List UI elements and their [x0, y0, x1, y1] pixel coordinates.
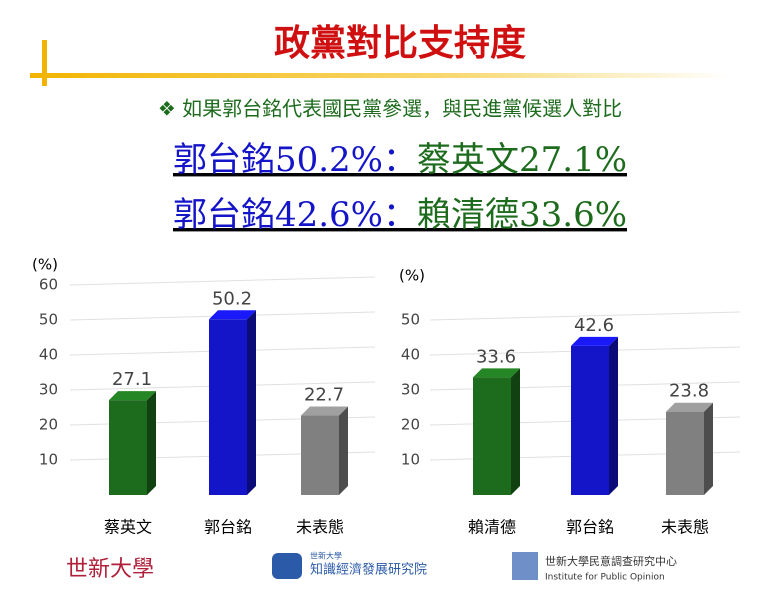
- y-tick-label: 30: [401, 381, 420, 399]
- value-label: 42.6: [574, 315, 614, 336]
- x-tick-label: 蔡英文: [104, 518, 152, 537]
- bar-side: [247, 310, 256, 495]
- bar-top: [666, 402, 713, 412]
- y-tick-label: 10: [401, 451, 420, 469]
- x-tick-label: 郭台銘: [204, 518, 252, 537]
- bar-side: [609, 336, 618, 495]
- bar-top: [209, 310, 256, 320]
- logo-right: 世新大學民意調查研究中心: [545, 554, 677, 568]
- bar-side: [704, 402, 713, 495]
- title: 政黨對比支持度: [274, 22, 526, 64]
- y-tick-label: 40: [401, 346, 420, 364]
- bar: [473, 377, 511, 495]
- bar: [209, 319, 247, 495]
- headline-right: 賴清德33.6%: [417, 195, 627, 235]
- y-axis-label: (%): [32, 256, 58, 274]
- x-tick-label: 未表態: [661, 518, 709, 537]
- logo-middle-small: 世新大學: [310, 551, 342, 561]
- bar-top: [571, 336, 618, 346]
- bar: [109, 400, 147, 495]
- logo-right-en: Institute for Public Opinion: [545, 573, 665, 583]
- headline-left: 郭台銘42.6%：: [173, 195, 417, 235]
- y-tick-label: 40: [39, 346, 58, 364]
- bar: [666, 411, 704, 495]
- y-tick-label: 20: [401, 416, 420, 434]
- headline-left: 郭台銘50.2%：: [173, 140, 417, 180]
- bar-side: [511, 368, 520, 495]
- logo-icon: [512, 552, 538, 580]
- bar-top: [301, 406, 348, 416]
- bar: [301, 415, 339, 495]
- value-label: 27.1: [112, 369, 152, 390]
- grid-line: [429, 311, 741, 321]
- grid-line: [69, 276, 376, 286]
- value-label: 33.6: [476, 346, 516, 367]
- logo-middle: 知識經濟發展研究院: [310, 562, 427, 578]
- logo-left: 世新大學: [66, 557, 154, 582]
- y-tick-label: 50: [401, 311, 420, 329]
- y-tick-label: 20: [39, 416, 58, 434]
- bar: [571, 345, 609, 495]
- y-axis-label: (%): [399, 267, 425, 285]
- headline-right: 蔡英文27.1%: [417, 140, 627, 180]
- bar-top: [473, 368, 520, 378]
- x-tick-label: 賴清德: [468, 518, 516, 537]
- y-tick-label: 50: [39, 311, 58, 329]
- value-label: 50.2: [212, 288, 252, 309]
- value-label: 22.7: [304, 385, 344, 406]
- bar-top: [109, 391, 156, 401]
- y-tick-label: 30: [39, 381, 58, 399]
- y-tick-label: 60: [39, 276, 58, 294]
- headline: 郭台銘50.2%：蔡英文27.1%: [173, 140, 627, 180]
- value-label: 23.8: [669, 381, 709, 402]
- bar-side: [147, 391, 156, 495]
- decor-bar: [42, 40, 47, 86]
- decor-line: [30, 73, 730, 78]
- headline: 郭台銘42.6%：賴清德33.6%: [173, 195, 627, 235]
- logo-icon: [272, 553, 302, 579]
- x-tick-label: 郭台銘: [566, 518, 614, 537]
- subtitle: ❖ 如果郭台銘代表國民黨參選，與民進黨候選人對比: [158, 97, 622, 121]
- bar-side: [339, 406, 348, 495]
- y-tick-label: 10: [39, 451, 58, 469]
- x-tick-label: 未表態: [296, 518, 344, 537]
